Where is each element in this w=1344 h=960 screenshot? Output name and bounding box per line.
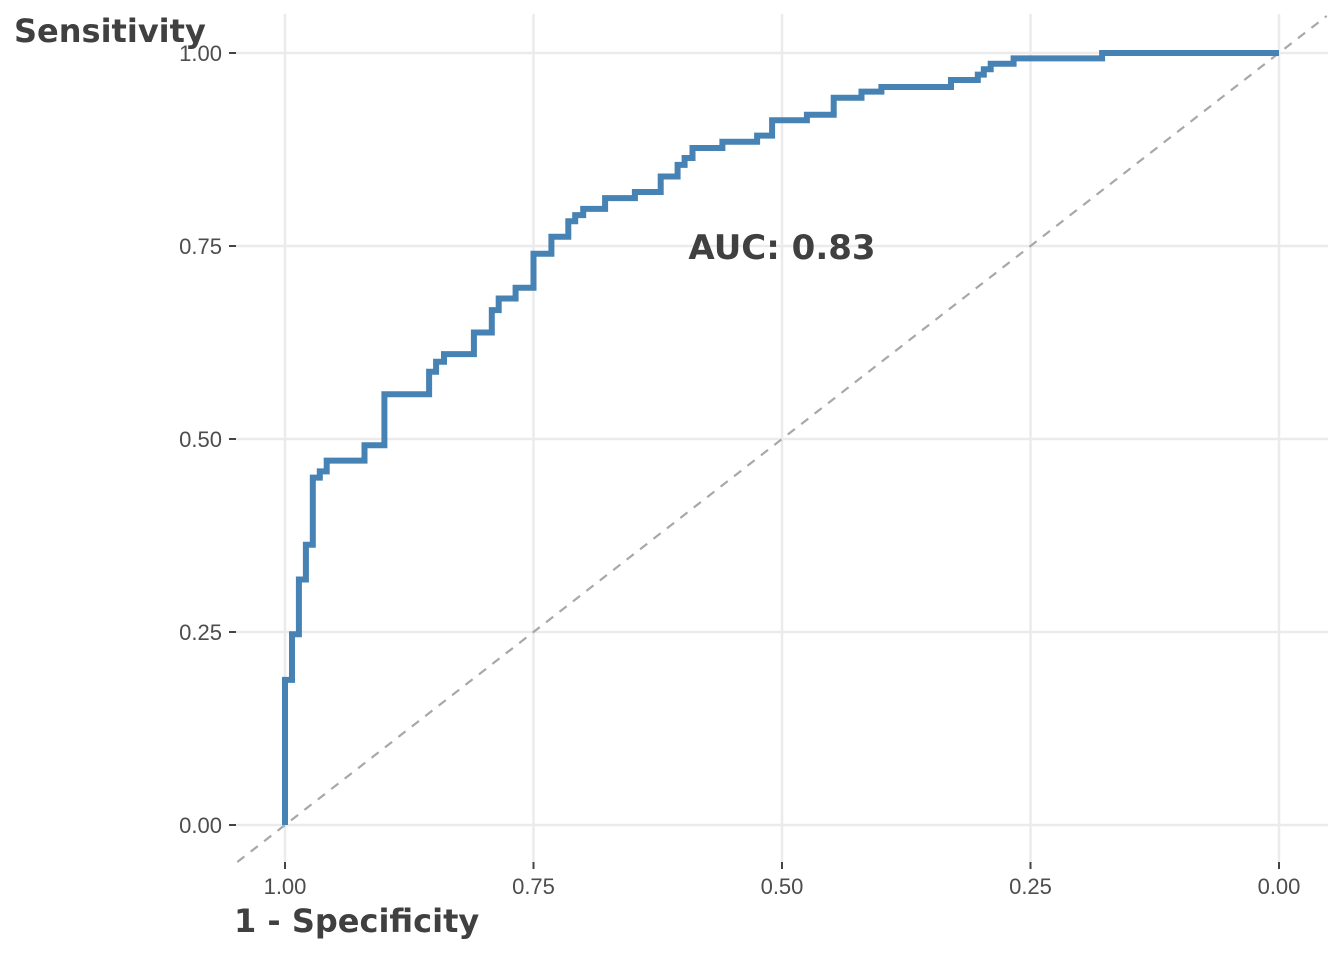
y-tick-label: 0.75 <box>179 234 222 259</box>
x-axis-title: 1 - Specificity <box>234 902 479 940</box>
y-tick-label: 0.00 <box>179 813 222 838</box>
x-tick-label: 0.00 <box>1258 874 1301 899</box>
x-tick-label: 1.00 <box>264 874 307 899</box>
reference-diagonal-line <box>236 15 1328 863</box>
x-tick-label: 0.25 <box>1009 874 1052 899</box>
y-tick-label: 0.25 <box>179 620 222 645</box>
y-axis-title: Sensitivity <box>14 12 206 50</box>
y-tick-label: 0.50 <box>179 427 222 452</box>
roc-curve-series <box>282 50 1279 825</box>
y-tick-label: 1.00 <box>179 41 222 66</box>
auc-annotation: AUC: 0.83 <box>688 228 875 268</box>
x-tick-label: 0.50 <box>761 874 804 899</box>
x-tick-label: 0.75 <box>512 874 555 899</box>
axes: 1.00 0.75 0.50 0.25 0.00 0.00 0.25 0.50 0.75 1.00 <box>179 41 1300 899</box>
